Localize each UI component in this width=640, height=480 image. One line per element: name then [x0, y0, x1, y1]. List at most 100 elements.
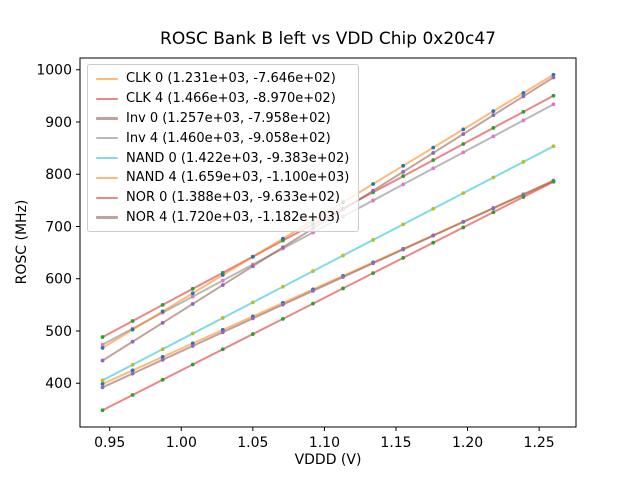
- data-point: [401, 222, 406, 227]
- data-point: [130, 327, 135, 332]
- x-tick-label: 1.20: [452, 435, 483, 451]
- legend-swatch: [96, 176, 118, 179]
- data-point: [461, 127, 466, 132]
- data-point: [521, 192, 526, 197]
- data-point: [431, 206, 436, 211]
- legend-swatch: [96, 196, 118, 199]
- data-point: [491, 113, 496, 118]
- data-point: [130, 371, 135, 376]
- legend-label: Inv 0 (1.257e+03, -7.958e+02): [126, 110, 331, 126]
- data-point: [311, 301, 315, 306]
- data-point: [220, 330, 225, 335]
- legend-entry-inv-0: Inv 0 (1.257e+03, -7.958e+02): [96, 109, 349, 129]
- legend-entry-inv-4: Inv 4 (1.460e+03, -9.058e+02): [96, 128, 349, 148]
- series-markers-inv-0: [100, 178, 556, 390]
- data-point: [100, 345, 105, 350]
- series-markers-nand-0: [100, 144, 556, 383]
- data-point: [100, 378, 105, 383]
- data-point: [190, 286, 195, 291]
- data-point: [341, 253, 345, 258]
- data-point: [551, 102, 556, 107]
- x-tick-label: 1.25: [524, 435, 555, 451]
- data-point: [551, 72, 556, 77]
- y-tick-label: 900: [45, 115, 72, 131]
- legend-label: NAND 0 (1.422e+03, -9.383e+02): [126, 150, 350, 166]
- data-point: [521, 118, 526, 123]
- legend-label: CLK 4 (1.466e+03, -8.970e+02): [126, 91, 336, 107]
- y-tick-label: 800: [45, 167, 72, 183]
- legend-label: NOR 4 (1.720e+03, -1.182e+03): [126, 209, 340, 225]
- series-line-nand-0: [101, 145, 555, 382]
- y-tick-label: 500: [45, 324, 72, 340]
- data-point: [431, 151, 436, 155]
- legend-swatch: [96, 117, 118, 120]
- data-point: [250, 300, 255, 305]
- legend-swatch: [96, 156, 118, 160]
- data-point: [160, 347, 165, 352]
- x-axis-label: VDDD (V): [294, 452, 362, 468]
- data-point: [190, 302, 195, 306]
- data-point: [551, 144, 556, 149]
- y-axis-ticks: 400 500 600 700 800 900 1000: [36, 63, 80, 392]
- y-tick-label: 700: [45, 219, 72, 235]
- data-point: [100, 358, 105, 363]
- data-point: [250, 264, 255, 269]
- data-point: [401, 174, 406, 179]
- data-point: [160, 320, 165, 325]
- x-tick-label: 1.15: [380, 435, 411, 451]
- legend-entry-nand-0: NAND 0 (1.422e+03, -9.383e+02): [96, 148, 349, 168]
- data-point: [341, 286, 345, 291]
- legend-swatch: [96, 137, 118, 140]
- data-point: [281, 284, 285, 289]
- data-point: [250, 332, 255, 336]
- data-point: [461, 219, 466, 224]
- legend-swatch: [96, 216, 118, 219]
- legend-entry-clk-4: CLK 4 (1.466e+03, -8.970e+02): [96, 89, 349, 109]
- legend-swatch: [96, 77, 118, 80]
- data-point: [220, 278, 225, 283]
- data-point: [190, 331, 195, 336]
- data-point: [100, 382, 105, 386]
- data-point: [491, 109, 496, 114]
- data-point: [461, 142, 466, 146]
- data-point: [431, 166, 436, 171]
- data-point: [250, 316, 255, 321]
- data-point: [491, 210, 496, 215]
- data-point: [160, 355, 165, 359]
- data-point: [190, 294, 195, 299]
- data-point: [461, 150, 466, 155]
- data-point: [461, 191, 466, 196]
- data-point: [220, 283, 225, 287]
- data-point: [281, 316, 285, 321]
- data-point: [100, 408, 105, 413]
- data-point: [130, 393, 135, 397]
- data-point: [521, 195, 526, 199]
- series-markers-nor-0: [100, 179, 556, 413]
- data-point: [401, 247, 406, 252]
- y-tick-label: 400: [45, 376, 72, 392]
- data-point: [281, 245, 285, 250]
- data-point: [521, 109, 526, 114]
- data-point: [371, 182, 375, 186]
- data-point: [431, 145, 436, 150]
- data-point: [100, 385, 105, 390]
- data-point: [311, 269, 315, 274]
- x-tick-label: 1.10: [309, 435, 340, 451]
- data-point: [311, 288, 315, 293]
- x-tick-label: 0.95: [94, 435, 125, 451]
- y-axis-label: ROSC (MHz): [14, 199, 30, 285]
- series-line-nor-0: [101, 180, 555, 412]
- data-point: [220, 347, 225, 352]
- legend-entry-nor-4: NOR 4 (1.720e+03, -1.182e+03): [96, 208, 349, 228]
- data-point: [281, 236, 285, 241]
- legend-label: NOR 0 (1.388e+03, -9.633e+02): [126, 190, 340, 206]
- data-point: [341, 275, 345, 279]
- data-point: [130, 319, 135, 323]
- data-point: [220, 316, 225, 320]
- legend-label: NAND 4 (1.659e+03, -1.100e+03): [126, 170, 350, 186]
- data-point: [160, 302, 165, 307]
- data-point: [371, 238, 375, 242]
- legend-entry-nand-4: NAND 4 (1.659e+03, -1.100e+03): [96, 168, 349, 188]
- data-point: [130, 368, 135, 373]
- data-point: [401, 182, 406, 187]
